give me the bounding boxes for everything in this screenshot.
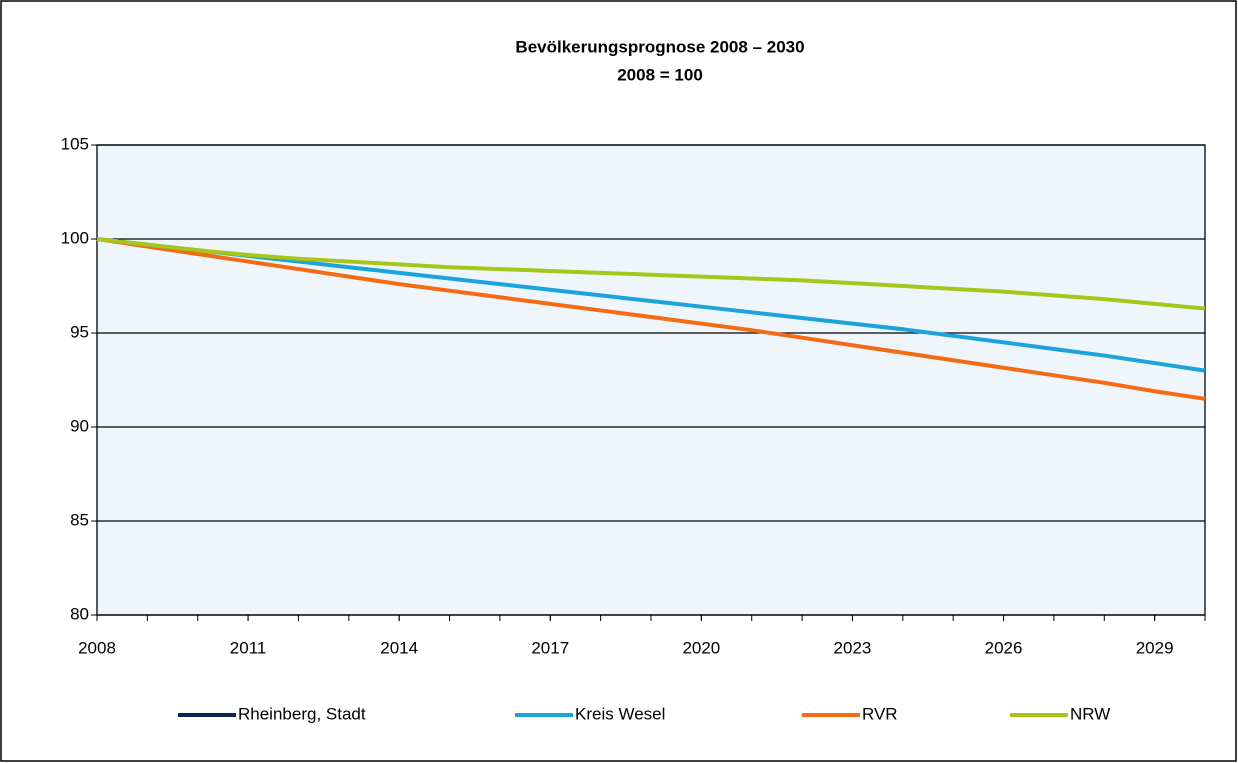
x-tick-label: 2017 (531, 638, 569, 657)
y-tick-label: 90 (70, 416, 89, 435)
series-line (96, 237, 1206, 311)
x-tick-label: 2011 (230, 638, 267, 657)
series-line (96, 237, 1206, 401)
y-tick-label: 80 (70, 604, 89, 623)
chart-title: Bevölkerungsprognose 2008 – 2030 (515, 37, 804, 56)
x-tick-label: 2023 (834, 638, 872, 657)
plot-border (96, 144, 1206, 616)
chart-subtitle: 2008 = 100 (617, 65, 703, 84)
series-line (96, 237, 1206, 373)
legend-label: Rheinberg, Stadt (238, 704, 366, 723)
legend-label: RVR (862, 704, 898, 723)
y-tick-label: 100 (61, 228, 89, 247)
plot-area (97, 145, 1205, 615)
x-tick-label: 2020 (682, 638, 720, 657)
y-tick-label: 85 (70, 510, 89, 529)
x-tick-label: 2029 (1136, 638, 1174, 657)
y-tick-label: 105 (61, 134, 89, 153)
x-tick-label: 2026 (985, 638, 1023, 657)
x-tick-label: 2014 (380, 638, 418, 657)
y-tick-label: 95 (70, 322, 89, 341)
legend-label: Kreis Wesel (575, 704, 665, 723)
legend-label: NRW (1070, 704, 1110, 723)
x-tick-label: 2008 (78, 638, 116, 657)
